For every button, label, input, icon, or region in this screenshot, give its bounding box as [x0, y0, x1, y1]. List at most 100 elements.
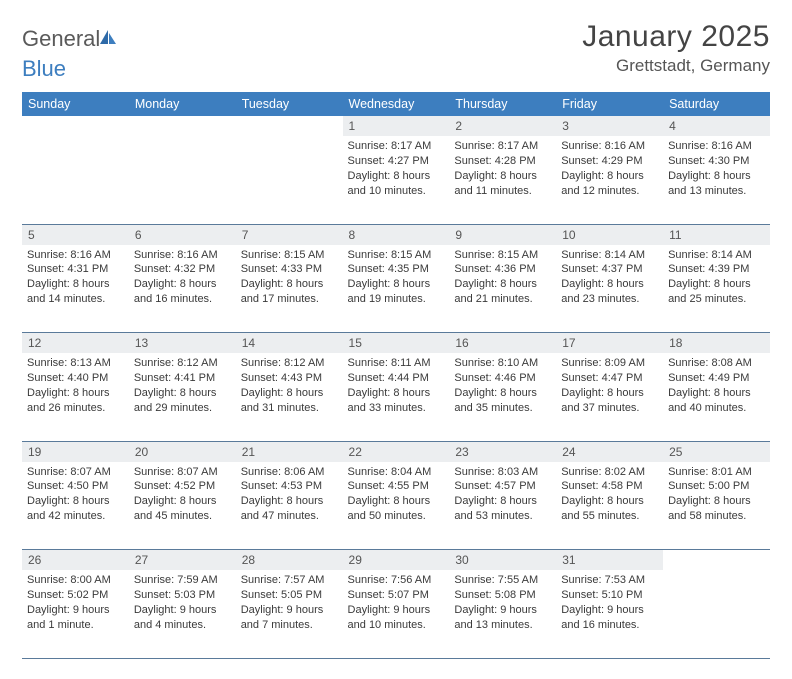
sunrise-line: Sunrise: 8:10 AM	[454, 356, 551, 371]
empty-cell	[22, 136, 129, 224]
logo-text: General Blue	[22, 26, 118, 82]
day-cell: Sunrise: 8:17 AMSunset: 4:27 PMDaylight:…	[343, 136, 450, 202]
location-label: Grettstadt, Germany	[582, 56, 770, 76]
sunset-line: Sunset: 5:00 PM	[668, 479, 765, 494]
sunset-line: Sunset: 4:55 PM	[348, 479, 445, 494]
sunset-line: Sunset: 5:08 PM	[454, 588, 551, 603]
day-number: 17	[556, 333, 663, 353]
daylight-line: Daylight: 9 hours and 13 minutes.	[454, 603, 551, 633]
empty-cell	[236, 116, 343, 136]
day-header: Monday	[129, 92, 236, 116]
sunset-line: Sunset: 4:53 PM	[241, 479, 338, 494]
empty-cell	[236, 136, 343, 224]
day-header: Sunday	[22, 92, 129, 116]
daylight-line: Daylight: 8 hours and 42 minutes.	[27, 494, 124, 524]
daylight-line: Daylight: 8 hours and 50 minutes.	[348, 494, 445, 524]
day-number: 10	[556, 225, 663, 245]
day-number: 29	[343, 550, 450, 570]
daycell-row: Sunrise: 8:16 AMSunset: 4:31 PMDaylight:…	[22, 245, 770, 333]
day-cell: Sunrise: 8:15 AMSunset: 4:36 PMDaylight:…	[449, 245, 556, 311]
day-header: Tuesday	[236, 92, 343, 116]
daynum-row: 567891011	[22, 224, 770, 245]
sunset-line: Sunset: 4:57 PM	[454, 479, 551, 494]
day-cell: Sunrise: 8:14 AMSunset: 4:39 PMDaylight:…	[663, 245, 770, 311]
daynum-row: 1234	[22, 116, 770, 136]
day-number: 31	[556, 550, 663, 570]
day-cell: Sunrise: 8:16 AMSunset: 4:29 PMDaylight:…	[556, 136, 663, 202]
empty-cell	[663, 550, 770, 571]
day-cell: Sunrise: 8:13 AMSunset: 4:40 PMDaylight:…	[22, 353, 129, 419]
sunrise-line: Sunrise: 8:07 AM	[134, 465, 231, 480]
day-number: 18	[663, 333, 770, 353]
daylight-line: Daylight: 8 hours and 33 minutes.	[348, 386, 445, 416]
sunrise-line: Sunrise: 8:04 AM	[348, 465, 445, 480]
sunrise-line: Sunrise: 7:55 AM	[454, 573, 551, 588]
daylight-line: Daylight: 8 hours and 58 minutes.	[668, 494, 765, 524]
day-number: 8	[343, 225, 450, 245]
sunrise-line: Sunrise: 8:16 AM	[561, 139, 658, 154]
sunset-line: Sunset: 4:47 PM	[561, 371, 658, 386]
sunrise-line: Sunrise: 7:57 AM	[241, 573, 338, 588]
day-number: 21	[236, 442, 343, 462]
daylight-line: Daylight: 8 hours and 45 minutes.	[134, 494, 231, 524]
daylight-line: Daylight: 8 hours and 11 minutes.	[454, 169, 551, 199]
sunrise-line: Sunrise: 8:00 AM	[27, 573, 124, 588]
logo-word-2: Blue	[22, 56, 66, 81]
day-cell: Sunrise: 8:16 AMSunset: 4:30 PMDaylight:…	[663, 136, 770, 202]
day-number: 24	[556, 442, 663, 462]
sunrise-line: Sunrise: 8:16 AM	[668, 139, 765, 154]
sunset-line: Sunset: 4:35 PM	[348, 262, 445, 277]
day-cell: Sunrise: 8:01 AMSunset: 5:00 PMDaylight:…	[663, 462, 770, 528]
month-title: January 2025	[582, 20, 770, 54]
sunset-line: Sunset: 4:43 PM	[241, 371, 338, 386]
page-header: General Blue January 2025 Grettstadt, Ger…	[22, 20, 770, 82]
sunset-line: Sunset: 4:31 PM	[27, 262, 124, 277]
sunrise-line: Sunrise: 8:16 AM	[27, 248, 124, 263]
daylight-line: Daylight: 8 hours and 40 minutes.	[668, 386, 765, 416]
sunrise-line: Sunrise: 8:15 AM	[348, 248, 445, 263]
day-cell: Sunrise: 8:04 AMSunset: 4:55 PMDaylight:…	[343, 462, 450, 528]
sunset-line: Sunset: 4:44 PM	[348, 371, 445, 386]
day-header: Saturday	[663, 92, 770, 116]
sunrise-line: Sunrise: 8:01 AM	[668, 465, 765, 480]
day-cell: Sunrise: 8:16 AMSunset: 4:32 PMDaylight:…	[129, 245, 236, 311]
day-cell: Sunrise: 8:08 AMSunset: 4:49 PMDaylight:…	[663, 353, 770, 419]
day-number: 11	[663, 225, 770, 245]
sunrise-line: Sunrise: 8:09 AM	[561, 356, 658, 371]
daylight-line: Daylight: 8 hours and 16 minutes.	[134, 277, 231, 307]
sunset-line: Sunset: 5:05 PM	[241, 588, 338, 603]
day-number: 6	[129, 225, 236, 245]
day-cell: Sunrise: 8:12 AMSunset: 4:41 PMDaylight:…	[129, 353, 236, 419]
sunset-line: Sunset: 4:46 PM	[454, 371, 551, 386]
day-number: 1	[343, 116, 450, 136]
sunrise-line: Sunrise: 7:59 AM	[134, 573, 231, 588]
daylight-line: Daylight: 8 hours and 13 minutes.	[668, 169, 765, 199]
daynum-row: 19202122232425	[22, 441, 770, 462]
sunrise-line: Sunrise: 7:53 AM	[561, 573, 658, 588]
brand-logo: General Blue	[22, 20, 118, 82]
sunrise-line: Sunrise: 8:15 AM	[241, 248, 338, 263]
day-number: 7	[236, 225, 343, 245]
day-cell: Sunrise: 7:53 AMSunset: 5:10 PMDaylight:…	[556, 570, 663, 636]
sunrise-line: Sunrise: 8:17 AM	[348, 139, 445, 154]
day-cell: Sunrise: 8:11 AMSunset: 4:44 PMDaylight:…	[343, 353, 450, 419]
daylight-line: Daylight: 8 hours and 14 minutes.	[27, 277, 124, 307]
sunrise-line: Sunrise: 8:12 AM	[241, 356, 338, 371]
logo-word-1: General	[22, 26, 100, 51]
calendar-table: SundayMondayTuesdayWednesdayThursdayFrid…	[22, 92, 770, 659]
daylight-line: Daylight: 8 hours and 10 minutes.	[348, 169, 445, 199]
day-header: Friday	[556, 92, 663, 116]
sunrise-line: Sunrise: 8:16 AM	[134, 248, 231, 263]
sunset-line: Sunset: 4:33 PM	[241, 262, 338, 277]
title-block: January 2025 Grettstadt, Germany	[582, 20, 770, 76]
sunset-line: Sunset: 4:40 PM	[27, 371, 124, 386]
day-cell: Sunrise: 8:00 AMSunset: 5:02 PMDaylight:…	[22, 570, 129, 636]
day-number: 12	[22, 333, 129, 353]
sunset-line: Sunset: 4:49 PM	[668, 371, 765, 386]
day-cell: Sunrise: 8:10 AMSunset: 4:46 PMDaylight:…	[449, 353, 556, 419]
day-number: 3	[556, 116, 663, 136]
sunrise-line: Sunrise: 8:03 AM	[454, 465, 551, 480]
day-number: 20	[129, 442, 236, 462]
daycell-row: Sunrise: 8:00 AMSunset: 5:02 PMDaylight:…	[22, 570, 770, 658]
daylight-line: Daylight: 8 hours and 47 minutes.	[241, 494, 338, 524]
